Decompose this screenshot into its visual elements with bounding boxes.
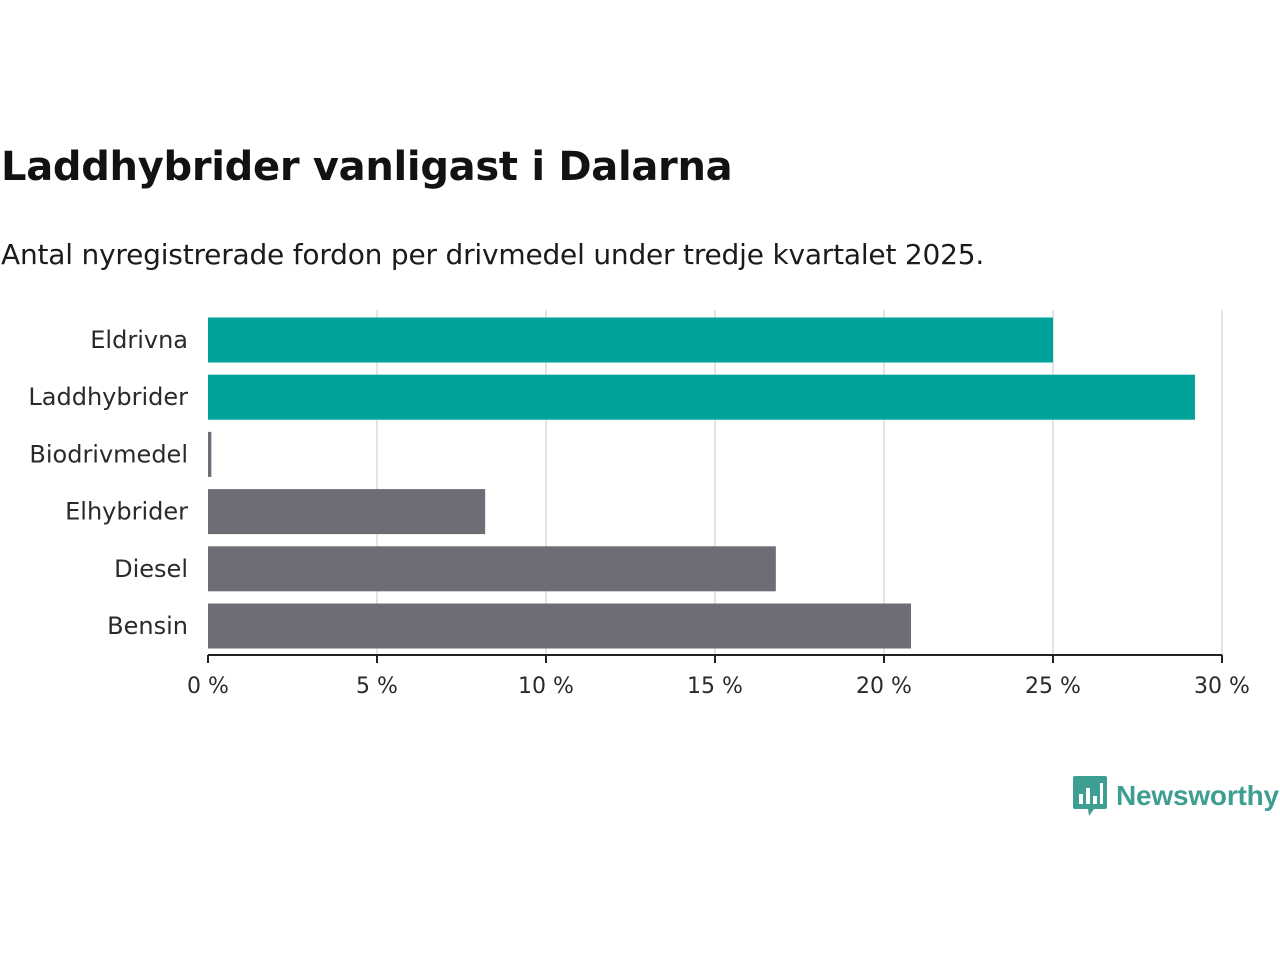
newsworthy-logo[interactable]: Newsworthy (1072, 774, 1279, 818)
x-tick-label: 10 % (518, 674, 574, 699)
x-tick-label: 25 % (1025, 674, 1081, 699)
brand-name: Newsworthy (1116, 780, 1279, 811)
bar-diesel (208, 546, 776, 592)
category-label: Eldrivna (90, 326, 188, 354)
newsworthy-logo-icon (1073, 776, 1107, 816)
bar-biodrivmedel (208, 431, 212, 477)
x-tick-label: 0 % (187, 674, 229, 699)
bar-eldrivna (208, 317, 1053, 363)
bar-chart: 0 % 5 % 10 % 15 % 20 % 25 % 30 % Eldrivna Laddh… (28, 310, 1250, 699)
x-tick-label: 30 % (1194, 674, 1250, 699)
gridlines (376, 310, 1223, 655)
chart-subtitle: Antal nyregistrerade fordon per drivmede… (1, 238, 985, 271)
category-label: Bensin (107, 612, 188, 640)
bar-bensin (208, 603, 912, 649)
bar-elhybrider (208, 489, 486, 535)
category-labels: Eldrivna Laddhybrider Biodrivmedel Elhybrid… (28, 326, 188, 640)
x-tick-label: 15 % (687, 674, 743, 699)
x-axis: 0 % 5 % 10 % 15 % 20 % 25 % 30 % (187, 654, 1250, 699)
category-label: Biodrivmedel (29, 440, 188, 468)
category-label: Laddhybrider (28, 383, 188, 411)
category-label: Elhybrider (65, 498, 188, 526)
bars (208, 317, 1195, 649)
chart-title: Laddhybrider vanligast i Dalarna (1, 144, 733, 190)
x-tick-label: 20 % (856, 674, 912, 699)
bar-laddhybrider (208, 374, 1195, 420)
category-label: Diesel (114, 555, 188, 583)
x-tick-label: 5 % (356, 674, 398, 699)
